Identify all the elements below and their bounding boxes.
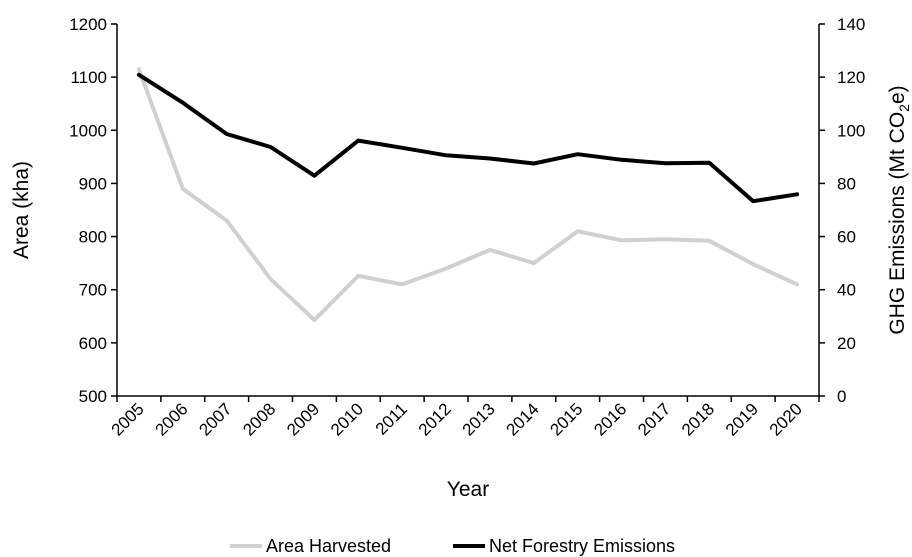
left-y-tick-label: 1100 — [70, 68, 107, 87]
x-tick-label: 2009 — [283, 399, 323, 439]
x-tick-label: 2005 — [108, 399, 148, 439]
right-y-tick-label: 20 — [837, 334, 856, 353]
x-tick-label: 2012 — [415, 399, 455, 439]
x-ticks: 2005 2006 2007 2008 2009 2010 2011 2012 2013 2014… — [108, 396, 820, 440]
left-y-tick-label: 600 — [79, 334, 107, 353]
x-tick-label: 2017 — [634, 399, 674, 439]
left-y-tick-label: 800 — [79, 228, 107, 247]
left-y-tick-label: 700 — [79, 281, 107, 300]
x-tick-label: 2010 — [327, 399, 367, 439]
x-tick-label: 2018 — [678, 399, 718, 439]
axes — [116, 24, 820, 397]
right-axis-title-suffix: e) — [886, 85, 909, 104]
legend: Area Harvested Net Forestry Emissions — [230, 536, 675, 556]
series-line-area-harvested — [136, 67, 800, 322]
x-tick-label: 2011 — [372, 399, 411, 438]
x-tick-label: 2007 — [195, 399, 235, 439]
x-tick-label: 2008 — [239, 399, 279, 439]
x-axis-title: Year — [447, 478, 489, 501]
x-tick-label: 2015 — [546, 399, 586, 439]
right-axis-title-subscript: 2 — [896, 104, 912, 112]
left-y-tick-label: 500 — [79, 387, 107, 406]
right-y-tick-label: 0 — [837, 387, 846, 406]
right-axis-title: GHG Emissions (Mt CO2e) — [886, 85, 912, 334]
x-tick-label: 2013 — [459, 399, 499, 439]
x-tick-label: 2020 — [766, 399, 806, 439]
right-y-ticks: 0 20 40 60 80 100 120 140 — [819, 15, 865, 406]
legend-label-area-harvested: Area Harvested — [266, 536, 391, 556]
right-y-tick-label: 140 — [837, 15, 865, 34]
right-y-tick-label: 80 — [837, 174, 856, 193]
right-y-tick-label: 60 — [837, 228, 856, 247]
x-tick-label: 2019 — [722, 399, 762, 439]
right-axis-title-main: GHG Emissions (Mt CO — [886, 112, 909, 335]
left-axis-title: Area (kha) — [10, 161, 33, 259]
right-y-tick-label: 120 — [837, 68, 865, 87]
series-line-net-forestry-emissions — [136, 72, 800, 204]
left-y-tick-label: 1000 — [69, 121, 107, 140]
series-lines — [136, 67, 800, 322]
left-y-tick-label: 1200 — [69, 15, 107, 34]
right-y-tick-label: 40 — [837, 281, 856, 300]
left-y-ticks: 500 600 700 800 900 1000 1100 1200 — [69, 15, 117, 406]
legend-label-net-forestry-emissions: Net Forestry Emissions — [489, 536, 675, 556]
left-y-tick-label: 900 — [79, 174, 107, 193]
right-y-tick-label: 100 — [837, 121, 865, 140]
x-tick-label: 2014 — [502, 399, 542, 439]
x-tick-label: 2016 — [590, 399, 630, 439]
x-tick-label: 2006 — [151, 399, 191, 439]
